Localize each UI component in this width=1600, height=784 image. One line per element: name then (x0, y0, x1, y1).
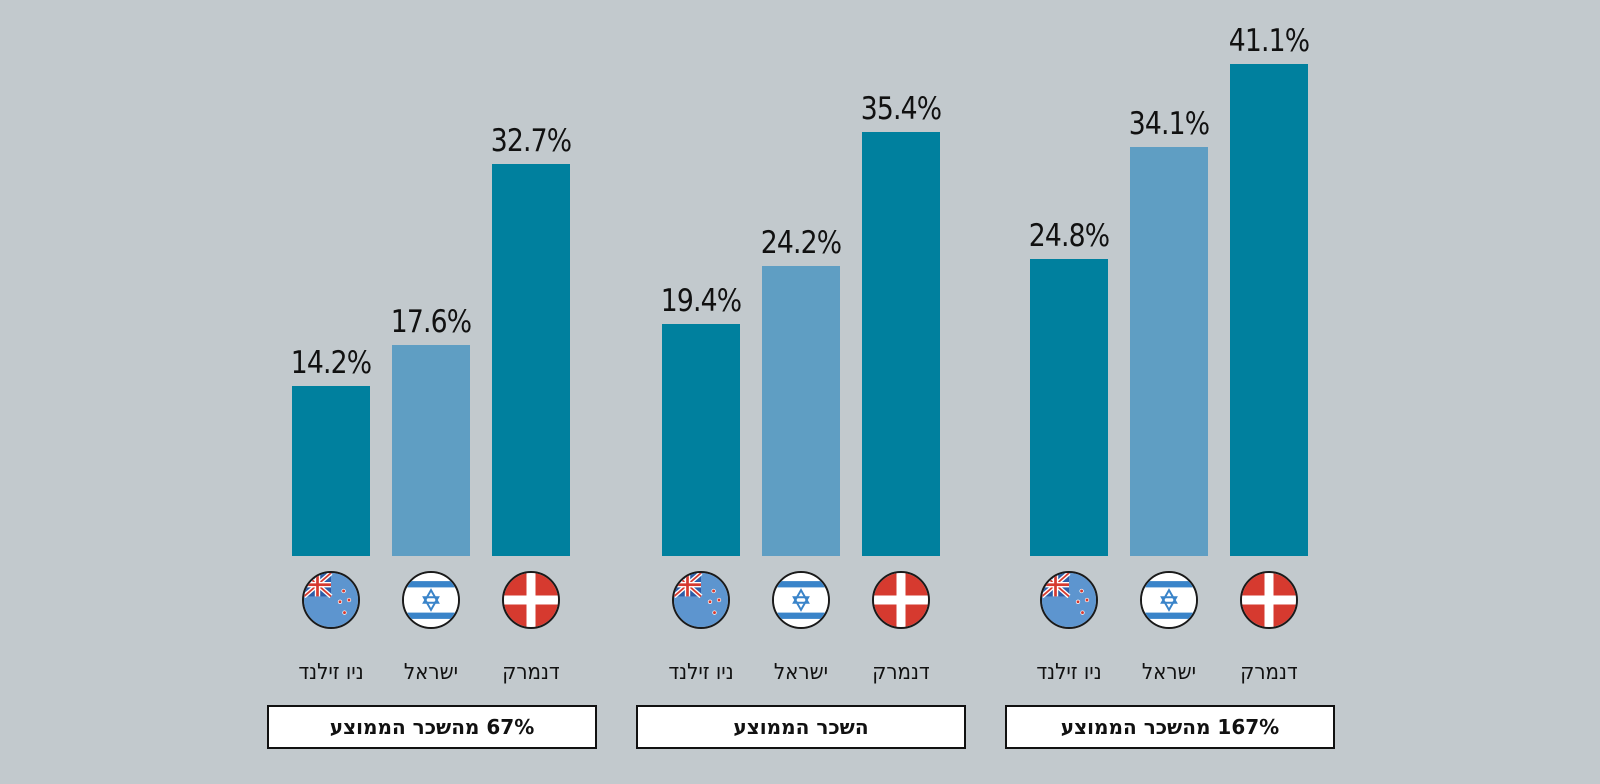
country-label-israel: ישראל (403, 660, 459, 685)
new-zealand-flag-icon (1040, 571, 1098, 629)
bar-denmark (862, 131, 940, 556)
value-label-new-zealand: 19.4% (660, 282, 742, 319)
bar-new-zealand (1030, 258, 1108, 556)
value-label-new-zealand: 24.8% (1028, 217, 1110, 254)
value-label-denmark: 32.7% (490, 123, 572, 160)
bar-israel (392, 345, 470, 556)
bar-israel (762, 266, 840, 556)
new-zealand-flag-icon (302, 571, 360, 629)
bar-new-zealand (292, 385, 370, 556)
value-label-denmark: 35.4% (860, 90, 942, 127)
value-label-israel: 34.1% (1128, 106, 1210, 143)
group-label-1: 67% מהשכר הממוצע (267, 705, 597, 749)
value-label-israel: 24.2% (760, 225, 842, 262)
country-label-israel: ישראל (773, 660, 829, 685)
bar-israel (1130, 147, 1208, 556)
value-label-denmark: 41.1% (1228, 22, 1310, 59)
bar-denmark (1230, 63, 1308, 556)
israel-flag-icon (772, 571, 830, 629)
country-label-denmark: דנמרק (502, 660, 560, 685)
israel-flag-icon (402, 571, 460, 629)
country-label-denmark: דנמרק (1240, 660, 1298, 685)
denmark-flag-icon (1240, 571, 1298, 629)
country-label-denmark: דנמרק (872, 660, 930, 685)
value-label-new-zealand: 14.2% (290, 344, 372, 381)
bar-denmark (492, 164, 570, 556)
group-label-3: 167% מהשכר הממוצע (1005, 705, 1335, 749)
israel-flag-icon (1140, 571, 1198, 629)
denmark-flag-icon (872, 571, 930, 629)
country-label-new-zealand: ניו זילנד (298, 660, 364, 685)
bar-new-zealand (662, 323, 740, 556)
country-label-new-zealand: ניו זילנד (1036, 660, 1102, 685)
denmark-flag-icon (502, 571, 560, 629)
group-label-2: השכר הממוצע (636, 705, 966, 749)
country-label-israel: ישראל (1141, 660, 1197, 685)
value-label-israel: 17.6% (390, 304, 472, 341)
country-label-new-zealand: ניו זילנד (668, 660, 734, 685)
new-zealand-flag-icon (672, 571, 730, 629)
